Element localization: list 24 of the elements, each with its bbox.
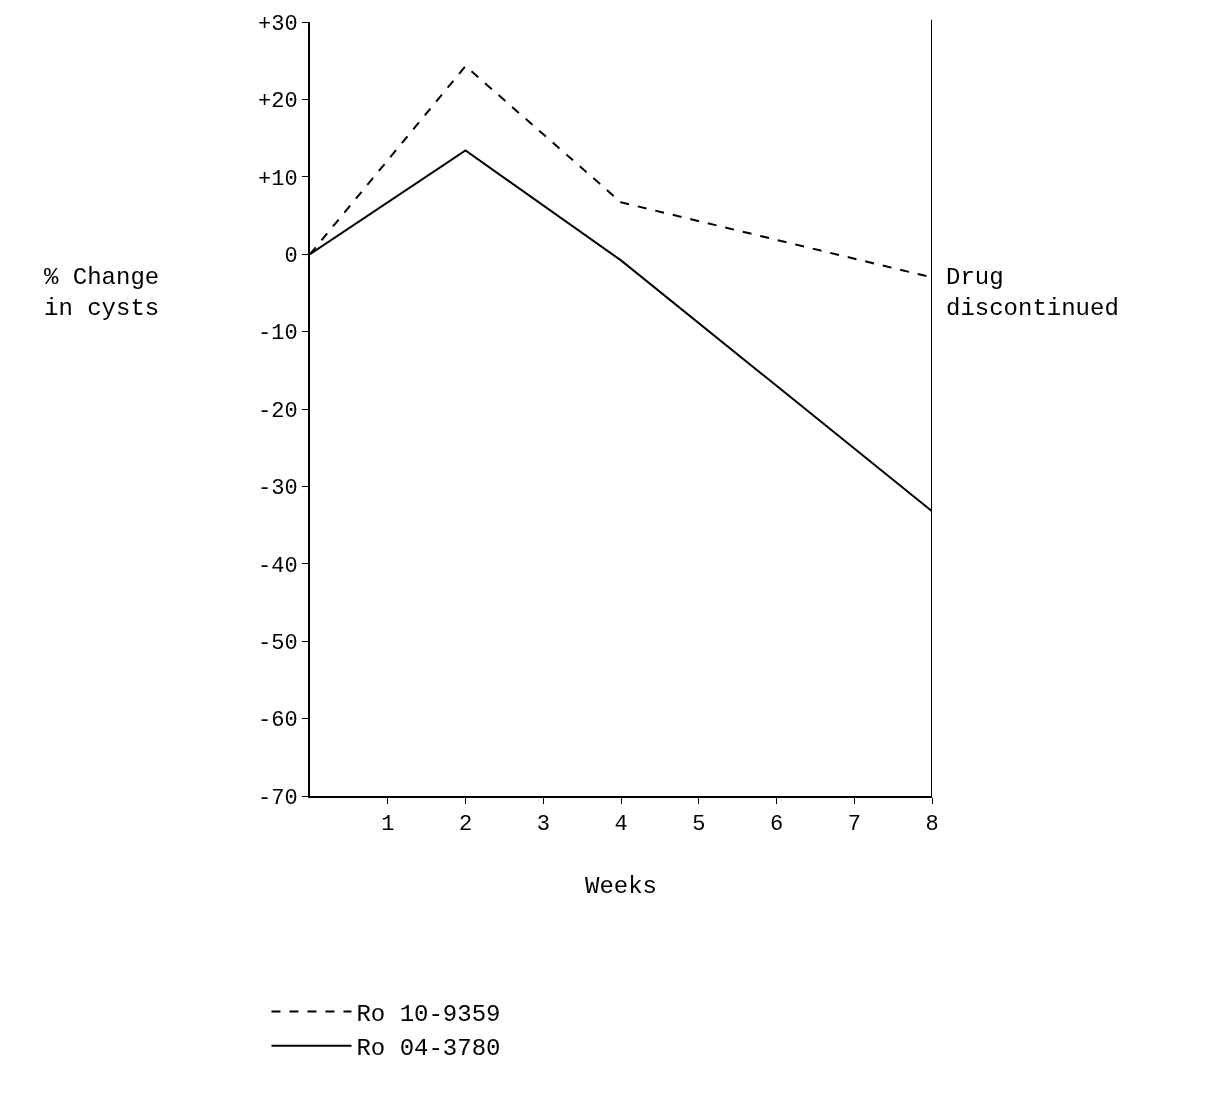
x-tick-label: 6 (769, 812, 784, 838)
x-axis-title: Weeks (584, 873, 658, 901)
y-tick-label: -60 (257, 708, 298, 734)
ref-line-label: Drug discontinued (946, 264, 1119, 323)
y-axis-title: % Change in cysts (44, 264, 160, 323)
y-tick-label: -50 (257, 630, 298, 656)
y-tick-label: -40 (257, 553, 298, 579)
x-tick-label: 5 (692, 812, 706, 838)
legend-label: Ro 10-9359 (356, 1000, 501, 1028)
y-tick-label: +10 (257, 166, 298, 192)
x-tick-label: 4 (614, 812, 628, 838)
x-tick-label: 7 (847, 812, 861, 838)
y-tick-label: +20 (257, 89, 298, 115)
x-tick-label: 1 (381, 812, 395, 838)
y-tick-label: -30 (257, 476, 298, 502)
y-tick-label: -20 (257, 398, 298, 424)
y-tick-label: -70 (257, 785, 298, 811)
y-tick-label: -10 (257, 321, 298, 347)
x-tick-label: 8 (925, 812, 939, 838)
x-tick-label: 3 (536, 812, 550, 838)
y-tick-label: +30 (257, 11, 298, 37)
legend-label: Ro 04-3780 (356, 1035, 501, 1063)
y-tick-label: 0 (284, 243, 298, 269)
x-tick-label: 2 (458, 812, 473, 838)
